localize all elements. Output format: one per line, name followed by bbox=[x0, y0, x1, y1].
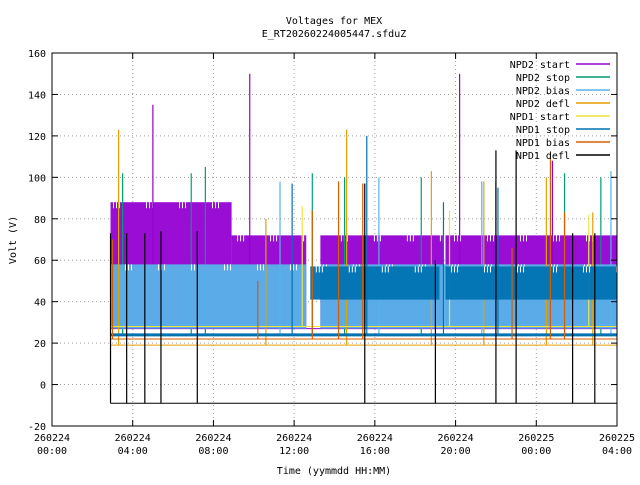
legend-label: NPD2 stop bbox=[516, 73, 570, 84]
series-group bbox=[109, 73, 617, 404]
plot-frame bbox=[51, 52, 618, 427]
y-tick-label: 0 bbox=[40, 381, 46, 392]
x-tick-label-time: 08:00 bbox=[198, 446, 228, 457]
legend-label: NPD2 bias bbox=[516, 86, 570, 97]
x-tick-label-time: 20:00 bbox=[441, 446, 471, 457]
x-tick-label-time: 16:00 bbox=[360, 446, 390, 457]
legend-label: NPD1 start bbox=[510, 112, 570, 123]
x-tick-label-date: 260224 bbox=[438, 433, 474, 444]
legend-label: NPD1 defl bbox=[516, 151, 570, 162]
tick-group: -20 0 20 40 60 80 100 120 140 160 260224 00:00 26022… bbox=[28, 49, 635, 457]
x-tick-label-date: 260224 bbox=[34, 433, 70, 444]
y-tick-label: 20 bbox=[34, 339, 46, 350]
x-tick-label-time: 00:00 bbox=[37, 446, 67, 457]
series-npd1-bias bbox=[110, 152, 617, 340]
x-tick-label-date: 260225 bbox=[518, 433, 554, 444]
series-band bbox=[110, 264, 307, 329]
legend-label: NPD2 start bbox=[510, 60, 570, 71]
x-tick-label-date: 260225 bbox=[599, 433, 635, 444]
x-tick-label-time: 00:00 bbox=[521, 446, 551, 457]
series-npd1-defl bbox=[109, 150, 617, 404]
x-tick-label-date: 260224 bbox=[276, 433, 312, 444]
legend: NPD2 start NPD2 stop NPD2 bias NPD2 defl NPD… bbox=[510, 60, 610, 162]
series-npd1-stop bbox=[110, 135, 617, 337]
x-axis-label: Time (yymmdd HH:MM) bbox=[277, 466, 391, 477]
x-tick-label-date: 260224 bbox=[357, 433, 393, 444]
x-tick-label-time: 04:00 bbox=[118, 446, 148, 457]
legend-label: NPD2 defl bbox=[516, 99, 570, 110]
series-band bbox=[310, 266, 440, 300]
y-tick-label: 140 bbox=[28, 90, 46, 101]
y-tick-label: 120 bbox=[28, 132, 46, 143]
x-tick-label-date: 260224 bbox=[195, 433, 231, 444]
legend-label: NPD1 bias bbox=[516, 138, 570, 149]
legend-label: NPD1 stop bbox=[516, 125, 570, 136]
series-band bbox=[445, 266, 617, 300]
y-tick-label: 160 bbox=[28, 49, 46, 60]
chart-subtitle: E_RT20260224005447.sfduZ bbox=[262, 29, 407, 40]
x-tick-label-date: 260224 bbox=[115, 433, 151, 444]
y-tick-label: -20 bbox=[28, 422, 46, 433]
y-tick-label: 40 bbox=[34, 298, 46, 309]
y-tick-label: 80 bbox=[34, 215, 46, 226]
x-tick-label-time: 12:00 bbox=[279, 446, 309, 457]
y-axis-label: Volt (V) bbox=[8, 216, 19, 264]
y-tick-label: 60 bbox=[34, 256, 46, 267]
x-tick-label-time: 04:00 bbox=[602, 446, 632, 457]
chart-title: Voltages for MEX bbox=[286, 16, 382, 27]
y-tick-label: 100 bbox=[28, 173, 46, 184]
